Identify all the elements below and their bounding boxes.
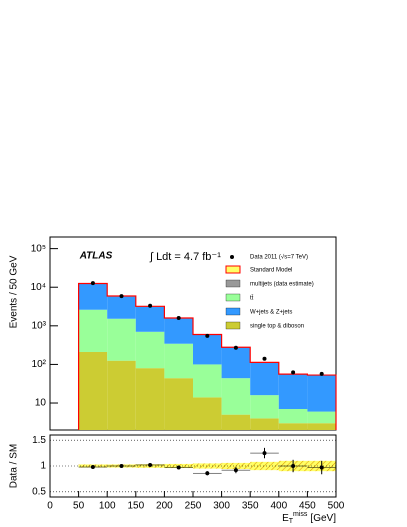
histogram-segment bbox=[221, 378, 251, 415]
histogram-segment bbox=[307, 411, 336, 424]
sm-uncertainty-band bbox=[221, 462, 251, 470]
y-tick-label: 1.5 bbox=[32, 435, 46, 446]
legend-marker bbox=[230, 255, 234, 259]
y-tick-label: 0.5 bbox=[32, 486, 46, 497]
sm-uncertainty-band bbox=[193, 463, 222, 469]
histogram-segment bbox=[193, 364, 222, 398]
data-point bbox=[90, 281, 95, 286]
histogram-segment bbox=[250, 395, 279, 419]
x-axis-label: ETmiss [GeV] bbox=[282, 511, 336, 525]
histogram-segment bbox=[107, 296, 136, 319]
x-tick-label: 100 bbox=[99, 501, 116, 512]
histogram-segment bbox=[78, 351, 108, 430]
x-tick-label: 350 bbox=[242, 501, 259, 512]
histogram-segment bbox=[164, 318, 193, 344]
data-point bbox=[291, 370, 296, 375]
legend-swatch bbox=[225, 265, 241, 274]
histogram-segment bbox=[193, 334, 222, 365]
histogram-segment bbox=[107, 360, 136, 430]
ratio-y-axis-label: Data / SM bbox=[9, 444, 20, 488]
histogram-segment bbox=[135, 306, 165, 332]
x-tick-label: 250 bbox=[185, 501, 202, 512]
x-tick-label: 150 bbox=[127, 501, 144, 512]
x-tick-label: 400 bbox=[270, 501, 287, 512]
data-point bbox=[262, 451, 267, 456]
histogram-segment bbox=[221, 347, 251, 379]
data-point bbox=[233, 468, 238, 473]
x-tick-label: 500 bbox=[328, 501, 345, 512]
legend-swatch bbox=[225, 293, 241, 302]
legend-label: W+jets & Z+jets bbox=[250, 310, 292, 316]
histogram-segment bbox=[78, 309, 108, 352]
histogram-segment bbox=[135, 368, 165, 430]
histogram-segment bbox=[250, 418, 279, 430]
data-point bbox=[205, 333, 210, 338]
histogram-segment bbox=[135, 331, 165, 369]
y-tick-label: 1 bbox=[40, 461, 46, 472]
legend-label: multijets (data estimate) bbox=[250, 282, 314, 288]
legend-swatch bbox=[225, 307, 241, 316]
legend-label: Data 2011 (√s=7 TeV) bbox=[250, 254, 308, 261]
x-tick-label: 300 bbox=[213, 501, 230, 512]
x-tick-label: 50 bbox=[73, 501, 85, 512]
data-point bbox=[319, 465, 324, 470]
data-point bbox=[205, 471, 210, 476]
x-tick-label: 450 bbox=[299, 501, 316, 512]
experiment-label: ATLAS bbox=[79, 251, 113, 262]
histogram-segment bbox=[164, 343, 193, 379]
x-tick-label: 0 bbox=[47, 501, 53, 512]
legend-label: Standard Model bbox=[250, 268, 292, 274]
data-point bbox=[119, 464, 124, 468]
legend-label: single top & diboson bbox=[250, 324, 304, 330]
histogram-segment bbox=[193, 397, 222, 430]
legend-label: tt̄ bbox=[250, 295, 254, 302]
histogram-segment bbox=[78, 284, 108, 310]
data-point bbox=[176, 315, 181, 320]
y-tick-label: 10 bbox=[35, 398, 47, 409]
y-axis-label: Events / 50 GeV bbox=[9, 255, 20, 328]
sm-uncertainty-band bbox=[250, 461, 279, 471]
histogram-segment bbox=[307, 375, 336, 412]
y-tick-label: 10⁴ bbox=[31, 282, 46, 293]
data-point bbox=[148, 303, 153, 308]
y-tick-label: 10² bbox=[32, 359, 47, 370]
legend-swatch bbox=[225, 279, 241, 288]
histogram-segment bbox=[278, 408, 308, 424]
legend: Data 2011 (√s=7 TeV) Standard Model mult… bbox=[225, 254, 314, 330]
data-point bbox=[291, 464, 296, 468]
histogram-segment bbox=[164, 378, 193, 430]
luminosity-label: ∫ Ldt = 4.7 fb⁻¹ bbox=[149, 251, 221, 263]
histogram-segment bbox=[221, 414, 251, 430]
data-point bbox=[319, 371, 324, 376]
histogram-segment bbox=[278, 374, 308, 409]
data-point bbox=[148, 462, 153, 467]
data-point bbox=[176, 465, 181, 470]
histogram-segment bbox=[250, 362, 279, 396]
histogram-segment bbox=[307, 423, 336, 430]
data-point bbox=[262, 356, 267, 361]
histogram-segment bbox=[278, 423, 308, 430]
y-tick-label: 10⁵ bbox=[31, 243, 46, 254]
data-point bbox=[90, 465, 95, 470]
data-point bbox=[233, 345, 238, 350]
data-point bbox=[119, 294, 124, 299]
y-tick-label: 10³ bbox=[32, 320, 47, 331]
histogram-segment bbox=[107, 318, 136, 361]
legend-swatch bbox=[225, 321, 241, 330]
x-tick-label: 200 bbox=[156, 501, 173, 512]
